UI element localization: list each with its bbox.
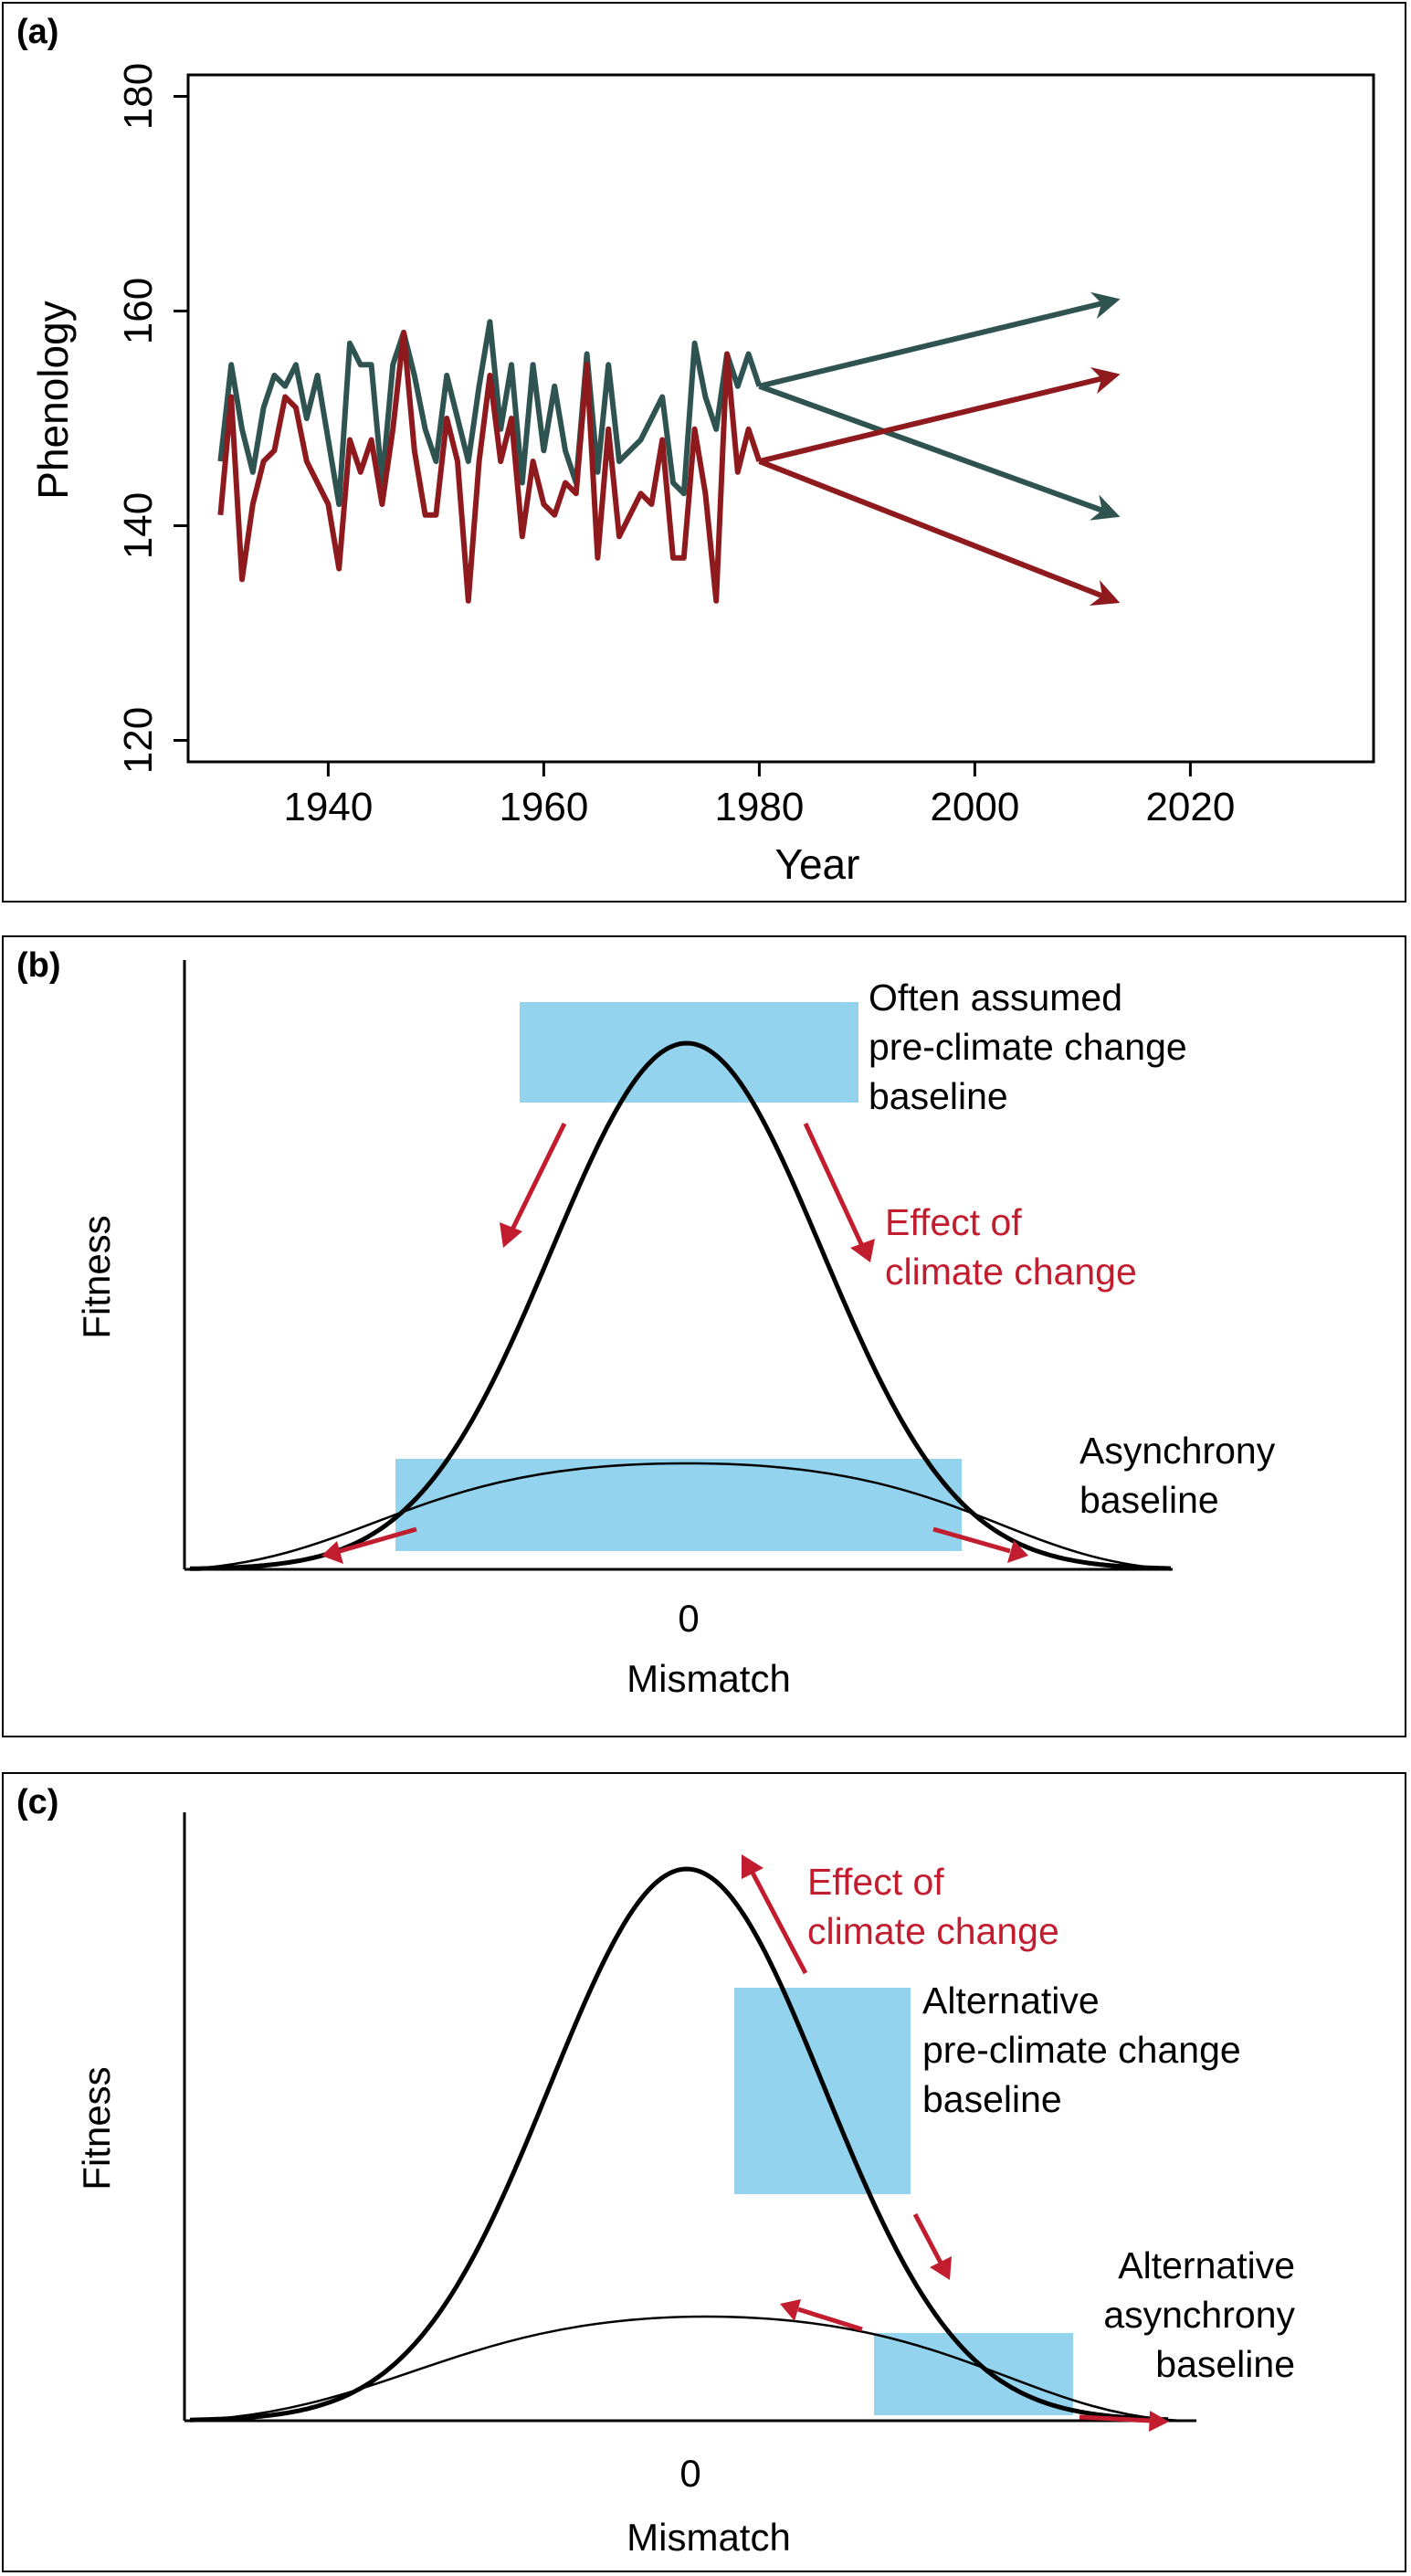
panel-b-asynchrony-baseline-box [395, 1459, 962, 1551]
panel-b-asynchrony-label-2: baseline [1079, 1479, 1219, 1521]
panel-b-top-baseline-box [520, 1002, 858, 1103]
panel-c-upper-baseline-box [734, 1988, 911, 2194]
panel-c-arrow-right [1079, 2414, 1152, 2423]
panel-c-x-label: Mismatch [627, 2516, 791, 2559]
panel-b-top-box-label-2: pre-climate change [869, 1026, 1187, 1068]
panel-c-arrow-up [750, 1871, 808, 1975]
y-tick-label-120: 120 [116, 707, 161, 774]
panel-b-top-box-label-3: baseline [869, 1075, 1008, 1117]
panel-a: (a) 1940 1960 1980 2000 2020 120 140 160 180 Year… [2, 2, 1406, 903]
x-tick-label-1960: 1960 [499, 785, 588, 829]
x-tick-label-1940: 1940 [283, 785, 373, 829]
panel-c-upper-box-label-1: Alternative [922, 1980, 1100, 2022]
panel-c-upper-box-label-2: pre-climate change [922, 2029, 1241, 2071]
panel-b-wide-fitness-curve [184, 1462, 1174, 1571]
series-line-red [217, 330, 763, 604]
panel-a-label: (a) [16, 13, 59, 51]
projection-arrow-green-1 [758, 383, 1121, 521]
panel-b-arrowhead-right-bottom [1007, 1540, 1028, 1563]
panel-c-climate-arrows [742, 1854, 1169, 2432]
panel-b: (b) Fitness 0 Mismatch Often assumed pre… [2, 935, 1406, 1737]
panel-c-lower-box-label-1: Alternative [1118, 2244, 1295, 2286]
panel-c-arrow-down [912, 2212, 943, 2265]
panel-c-x-tick-0: 0 [679, 2452, 700, 2495]
x-tick-label-1980: 1980 [714, 785, 804, 829]
panel-b-effect-label-2: climate change [885, 1251, 1137, 1293]
panel-c-arrowhead-right [1149, 2411, 1169, 2432]
panel-b-arrowhead-left-top [500, 1222, 522, 1248]
panel-b-asynchrony-label-1: Asynchrony [1079, 1430, 1276, 1472]
panel-b-top-box-label-1: Often assumed [869, 977, 1122, 1019]
panel-c-fitness-curve [189, 1866, 1169, 2423]
panel-c-lower-box-label-3: baseline [1155, 2343, 1295, 2385]
panel-c-effect-label-1: Effect of [807, 1861, 944, 1903]
panel-b-effect-label-1: Effect of [885, 1201, 1022, 1243]
panel-b-chart: Fitness 0 Mismatch Often assumed pre-cli… [75, 960, 1276, 1700]
y-tick-label-160: 160 [116, 278, 161, 344]
y-tick-label-140: 140 [116, 492, 161, 559]
plot-frame [186, 73, 1375, 764]
panel-b-arrow-left-top [509, 1122, 567, 1233]
x-axis-label: Year [775, 840, 860, 888]
projection-arrow-green-0 [758, 291, 1121, 389]
panel-b-arrow-right-bottom [932, 1526, 1011, 1554]
projection-arrow-red-2 [758, 367, 1121, 464]
panel-b-arrow-left-bottom [339, 1526, 417, 1554]
panel-b-y-label: Fitness [75, 1215, 118, 1338]
x-tick-label-2000: 2000 [930, 785, 1019, 829]
panel-c-chart: Fitness 0 Mismatch Effect of climate cha… [75, 1812, 1295, 2559]
panel-c-arrow-left [797, 2307, 863, 2332]
panel-b-fitness-curve [190, 1040, 1172, 1571]
panel-b-arrowhead-right-top [850, 1239, 875, 1262]
x-tick-label-2020: 2020 [1145, 785, 1235, 829]
panel-b-arrowhead-left-bottom [321, 1541, 343, 1564]
panel-c-lower-box-label-2: asynchrony [1103, 2294, 1295, 2336]
panel-c-arrowhead-down [930, 2256, 952, 2280]
y-tick-label-180: 180 [116, 63, 161, 130]
panel-c-y-label: Fitness [75, 2066, 118, 2190]
panel-c-label: (c) [16, 1783, 59, 1821]
projection-arrow-red-3 [758, 459, 1121, 606]
series-line-green [217, 319, 763, 507]
panel-c-arrowhead-left [780, 2299, 801, 2321]
panel-b-x-label: Mismatch [627, 1657, 791, 1700]
y-axis-label: Phenology [29, 301, 77, 499]
panel-a-chart: 1940 1960 1980 2000 2020 120 140 160 180 Year Phen… [29, 63, 1375, 888]
panel-c-effect-label-2: climate change [807, 1910, 1059, 1952]
panel-c: (c) Fitness 0 Mismatch Effect of climate… [2, 1772, 1406, 2572]
panel-c-upper-box-label-3: baseline [922, 2078, 1062, 2120]
panel-c-arrowhead-up [742, 1854, 763, 1879]
panel-b-climate-arrows [321, 1122, 1028, 1564]
panel-b-label: (b) [16, 946, 61, 985]
panel-b-x-tick-0: 0 [678, 1597, 699, 1640]
panel-b-arrow-right-top [803, 1122, 865, 1248]
